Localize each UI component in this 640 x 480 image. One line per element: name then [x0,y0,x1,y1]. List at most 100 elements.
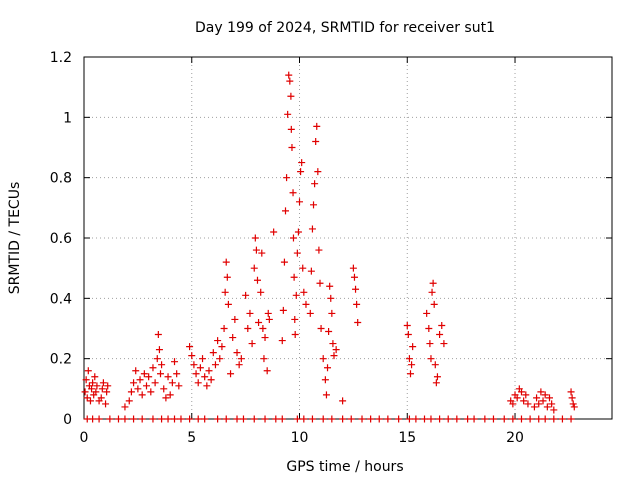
data-point [287,92,295,100]
data-point [175,382,183,390]
data-point [317,325,325,332]
data-point [97,394,105,402]
data-point [199,355,207,363]
data-point [308,225,316,233]
data-point [403,321,411,329]
data-point [286,77,294,85]
data-point [421,415,429,423]
data-point [261,334,269,342]
data-point [93,382,101,390]
data-point [265,315,273,323]
data-point [121,415,129,423]
data-point [429,279,437,287]
data-point [299,264,307,272]
data-point [106,415,114,423]
axis-ticks [83,56,612,420]
data-point [205,367,213,375]
data-point [192,370,200,378]
data-point [289,189,297,197]
data-point [188,352,196,360]
data-point [186,415,194,423]
data-point [250,264,258,272]
data-point [190,361,198,369]
data-point [453,415,461,423]
data-point [367,415,375,423]
data-point [237,355,245,363]
data-point [298,159,306,167]
data-point [339,397,347,405]
data-point [513,394,521,402]
data-point [125,397,133,405]
data-point [289,234,297,242]
data-point [278,415,286,423]
data-point [330,352,338,360]
data-point [517,415,525,423]
x-tick-label: 20 [506,430,524,446]
data-point [284,110,292,118]
data-point [248,340,256,348]
data-point [103,388,111,396]
data-point [535,400,543,408]
data-point [329,340,337,348]
data-point [350,273,358,281]
data-point [214,415,222,423]
data-point [149,364,157,372]
data-point [541,391,549,399]
data-point [89,415,97,423]
data-points [81,71,578,423]
data-point [408,361,416,369]
x-tick-label: 5 [187,430,196,446]
data-point [405,355,413,363]
y-tick-label: 0.2 [50,352,72,368]
data-point [307,267,315,275]
data-point [142,382,150,390]
data-point [162,394,170,402]
data-point [164,373,172,381]
data-point [285,71,293,79]
data-point [436,415,444,423]
data-point [221,288,229,296]
data-point [300,415,308,423]
data-point [568,394,576,402]
data-point [223,273,231,281]
data-point [278,337,286,345]
data-point [436,331,444,339]
grid-lines [84,57,612,419]
data-point [251,234,259,242]
chart-title: Day 199 of 2024, SRMTID for receiver sut… [195,20,495,36]
y-tick-label: 0.8 [50,171,72,187]
data-point [311,180,319,188]
axis-tick-labels: 0 0.2 0.4 0.6 0.8 1 1.2 0 5 10 15 20 [50,50,524,446]
data-point [533,394,541,402]
data-point [291,315,299,323]
data-point [375,415,383,423]
data-point [332,346,340,354]
data-point [136,376,144,384]
data-point [470,415,478,423]
data-point [140,370,148,378]
data-point [130,379,138,387]
data-point [173,370,181,378]
data-point [279,306,287,314]
data-point [288,144,296,151]
data-point [339,415,347,423]
data-point [550,415,558,423]
data-point [218,343,226,351]
data-point [384,415,392,423]
data-point [296,198,304,206]
data-point [280,258,288,266]
data-point [353,300,361,308]
data-point [158,415,166,423]
data-point [306,309,314,317]
data-point [171,358,179,366]
data-point [211,361,219,369]
data-point [244,325,252,332]
data-point [216,355,224,363]
data-point [261,415,269,423]
data-point [242,291,250,299]
data-point [222,415,230,423]
data-point [82,376,90,384]
data-point [313,122,321,130]
data-point [153,355,161,363]
data-point [321,376,329,384]
